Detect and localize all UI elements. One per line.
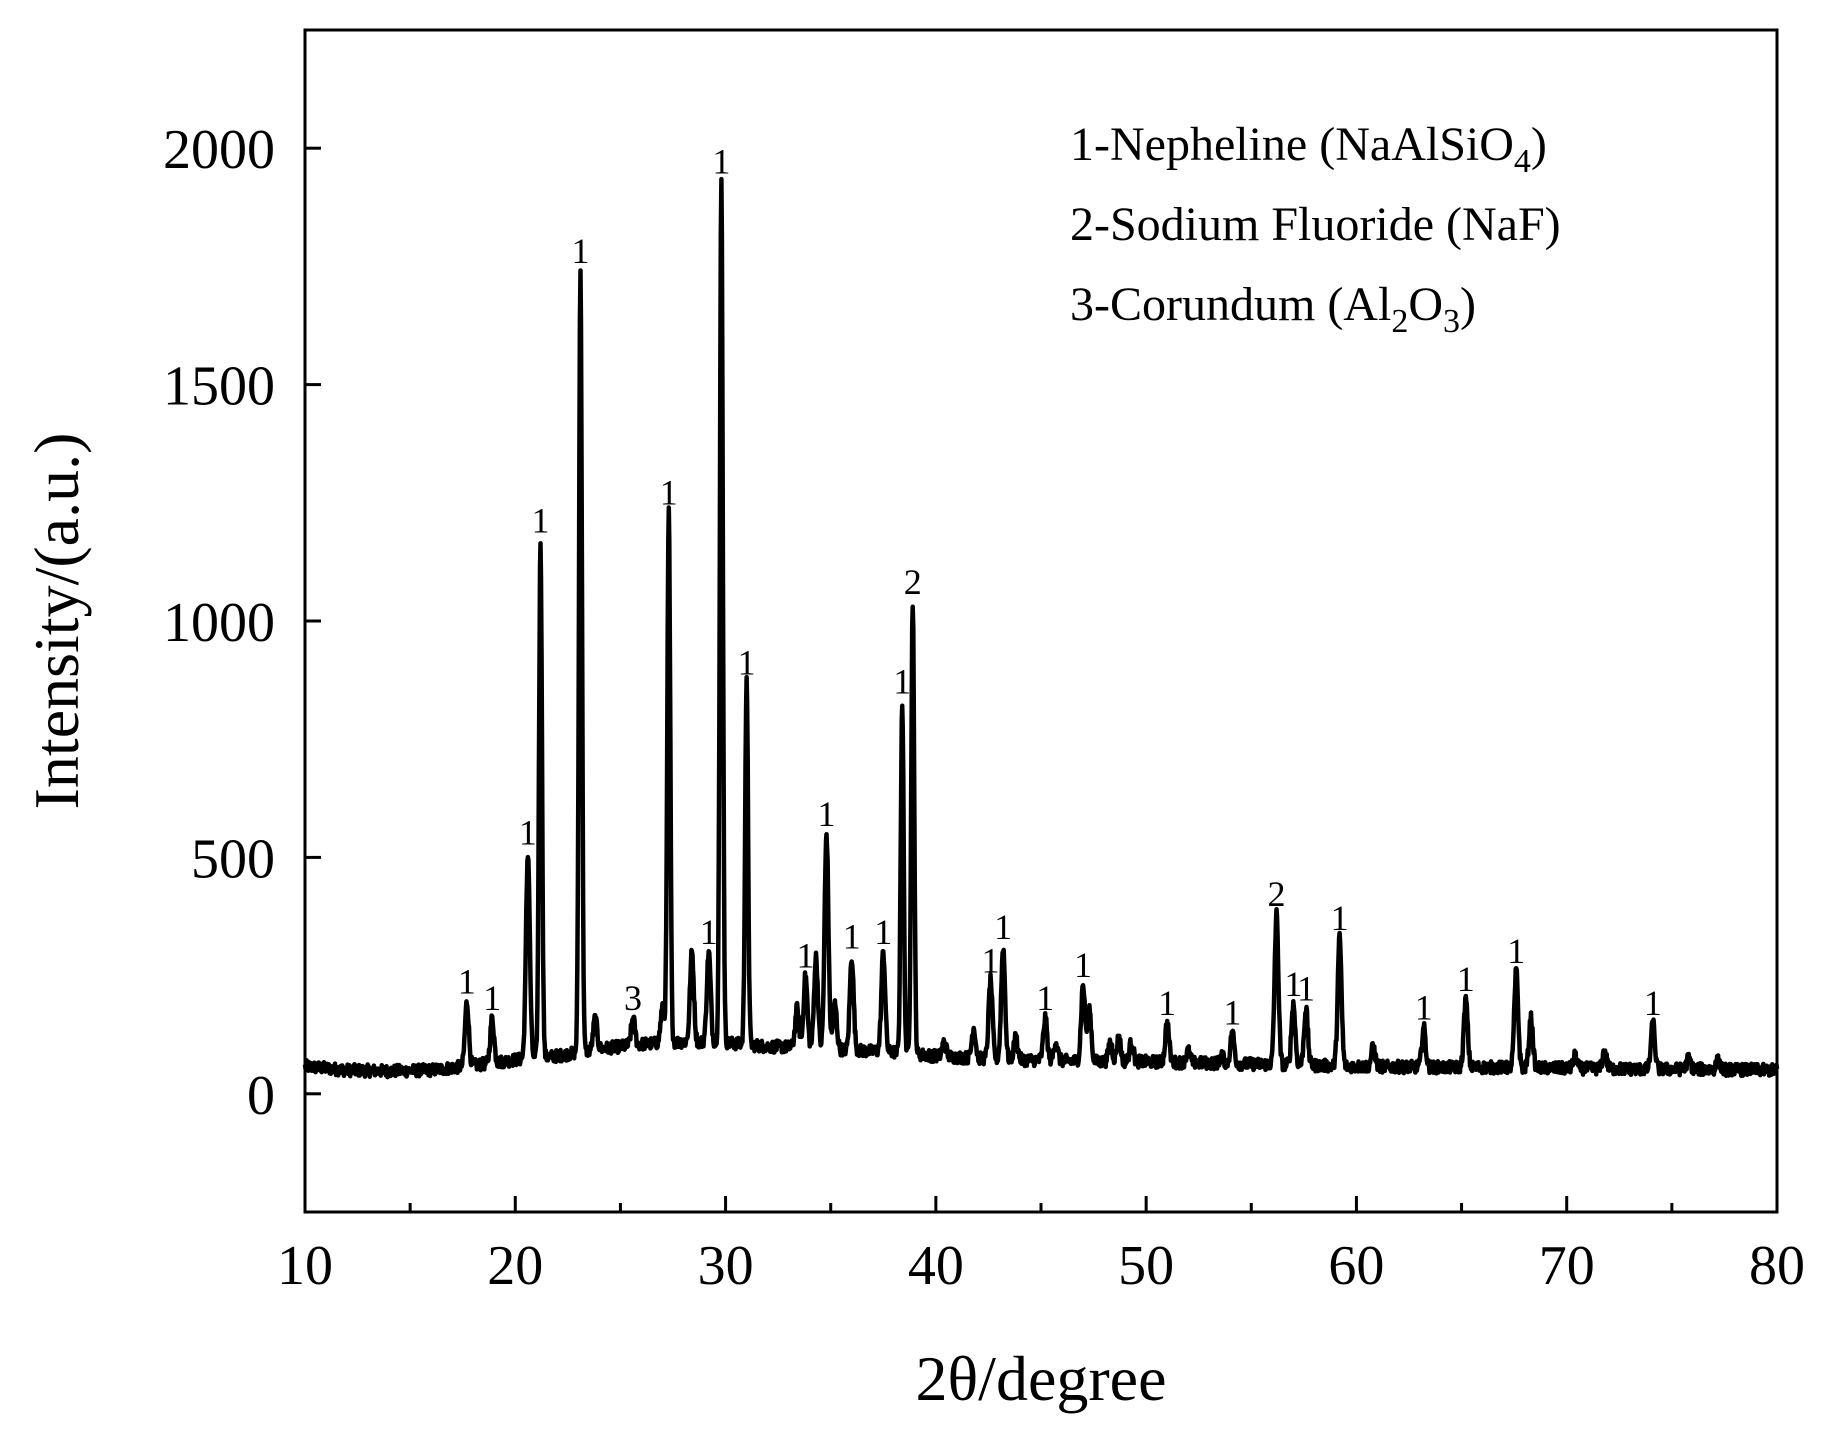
y-tick-label: 500 [191,828,275,890]
axis-ticks: 10 20 30 40 50 60 70 80 0 500 1000 1500 2000 [163,119,1805,1297]
y-tick-label: 1500 [163,356,275,418]
y-axis-label: Intensity/(a.u.) [21,433,92,810]
peak-label: 1 [982,940,1000,980]
peak-label: 1 [738,642,756,682]
legend-entry: 3-Corundum (Al2O3) [1070,278,1476,340]
peak-label: 2 [904,562,922,602]
x-axis-label: 2θ/degree [916,1343,1167,1414]
x-tick-label: 50 [1118,1235,1174,1297]
peak-label: 1 [818,794,836,834]
peak-label: 3 [624,978,642,1018]
x-tick-label: 40 [908,1235,964,1297]
legend-entry: 1-Nepheline (NaAlSiO4) [1070,118,1547,180]
peak-label: 1 [796,936,814,976]
peak-label: 1 [994,907,1012,947]
y-tick-label: 2000 [163,119,275,181]
peak-label: 1 [1415,988,1433,1028]
peak-label: 1 [1284,964,1302,1004]
xrd-trace [302,176,1780,1080]
peak-label: 1 [712,141,730,181]
legend-entry: 2-Sodium Fluoride (NaF) [1070,198,1561,251]
peak-label: 1 [1074,945,1092,985]
peak-label: 1 [519,813,537,853]
peak-label: 1 [1223,992,1241,1032]
peak-label: 1 [874,912,892,952]
peak-label: 1 [483,978,501,1018]
plot-frame [303,28,1779,1214]
peak-label: 1 [1457,959,1475,999]
peak-label: 1 [660,472,678,512]
peak-label: 1 [1331,898,1349,938]
x-tick-label: 30 [698,1235,754,1297]
peak-label: 1 [1036,978,1054,1018]
peak-label: 1 [893,661,911,701]
peak-label: 2 [1268,874,1286,914]
peak-label: 1 [1158,983,1176,1023]
peak-label: 1 [532,501,550,541]
y-tick-label: 1000 [163,592,275,654]
x-tick-label: 70 [1539,1235,1595,1297]
peak-label: 1 [700,912,718,952]
peak-label: 1 [1644,983,1662,1023]
x-tick-label: 60 [1328,1235,1384,1297]
x-tick-label: 10 [277,1235,333,1297]
peak-label: 1 [458,962,476,1002]
peak-label: 1 [1297,969,1315,1009]
x-tick-label: 80 [1749,1235,1805,1297]
xrd-trace-group [302,176,1780,1080]
peak-label: 1 [1507,931,1525,971]
peak-label: 1 [571,231,589,271]
legend: 1-Nepheline (NaAlSiO4) 2-Sodium Fluoride … [1070,118,1561,340]
peak-label: 1 [843,917,861,957]
y-tick-label: 0 [247,1065,275,1127]
x-tick-label: 20 [487,1235,543,1297]
